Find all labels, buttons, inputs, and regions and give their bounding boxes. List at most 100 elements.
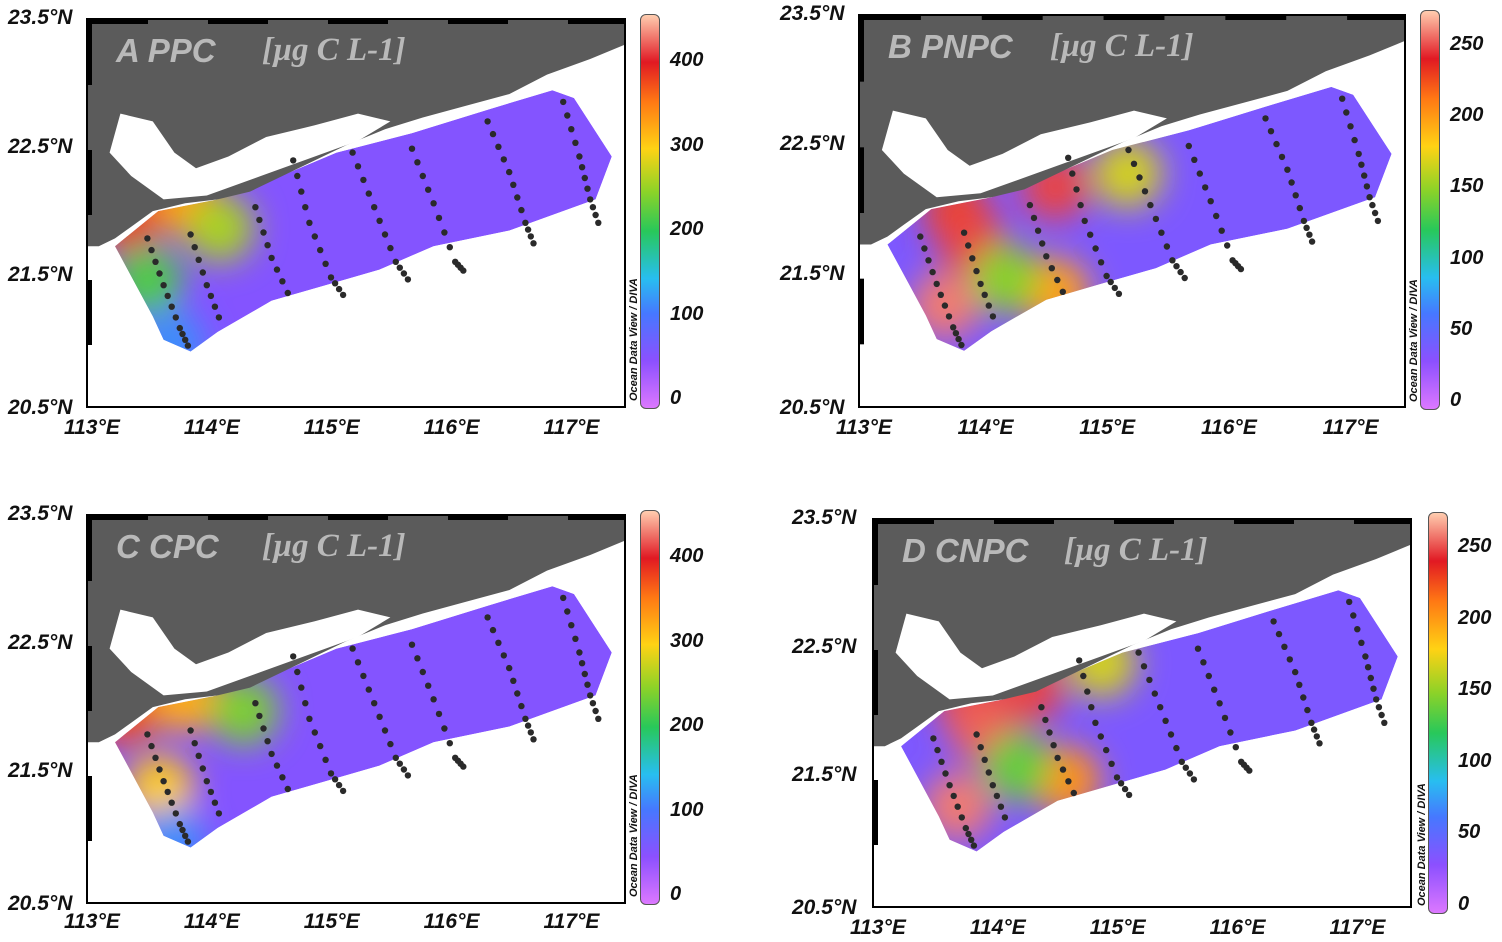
station-marker [568, 622, 575, 629]
station-marker [1191, 156, 1198, 163]
station-marker [144, 731, 151, 738]
station-marker [1364, 664, 1372, 671]
station-marker [1185, 142, 1192, 150]
station-marker [506, 168, 513, 176]
station-marker [408, 641, 416, 648]
station-marker [199, 269, 206, 276]
station-marker [1178, 758, 1185, 765]
station-marker [279, 278, 286, 285]
station-marker [396, 760, 403, 767]
station-marker [1158, 229, 1165, 236]
station-marker [1059, 766, 1067, 773]
station-marker [576, 649, 583, 656]
station-marker [1039, 240, 1046, 247]
concentration-hotspot [138, 311, 206, 352]
station-marker [581, 174, 588, 182]
station-marker [184, 342, 192, 349]
station-marker [446, 740, 453, 747]
station-marker [1296, 681, 1303, 688]
station-marker [441, 725, 448, 732]
station-marker [1169, 257, 1176, 264]
station-marker [1308, 238, 1316, 245]
station-marker [365, 686, 372, 693]
station-marker [1308, 719, 1315, 726]
lon-label: 116°E [1209, 916, 1266, 939]
colorbar-tick-label: 100 [670, 302, 704, 325]
station-marker [1303, 224, 1310, 231]
colorbar-tick-label: 150 [1458, 678, 1492, 701]
station-marker [524, 226, 532, 233]
station-marker [1097, 259, 1105, 266]
station-marker [934, 746, 941, 754]
station-marker [203, 778, 210, 785]
station-marker [564, 112, 571, 119]
station-marker [1107, 278, 1114, 286]
station-marker [400, 270, 408, 277]
station-marker [592, 707, 599, 715]
station-marker [510, 677, 517, 684]
estuary-water [895, 613, 1177, 700]
lon-label: 115°E [303, 416, 360, 439]
colorbar [1428, 512, 1448, 914]
station-marker [1237, 265, 1245, 273]
station-marker [1117, 780, 1125, 787]
station-marker [1043, 253, 1050, 260]
odv-credit: Ocean Data View / DIVA [628, 774, 640, 897]
station-marker [1354, 626, 1361, 633]
station-marker [495, 639, 502, 646]
colorbar-tick-label: 100 [1458, 749, 1492, 772]
station-marker [1163, 243, 1171, 250]
estuary-water [109, 609, 391, 696]
colorbar-tick-label: 50 [1458, 821, 1481, 844]
station-marker [203, 282, 210, 289]
estuary-water [109, 113, 391, 200]
station-marker [489, 130, 497, 138]
station-marker [1351, 136, 1358, 144]
station-marker [970, 842, 978, 849]
station-marker [572, 139, 579, 146]
station-marker [199, 765, 206, 772]
station-marker [260, 725, 267, 732]
colorbar-tick-label: 150 [1450, 175, 1484, 198]
station-marker [560, 98, 567, 106]
colorbar [640, 14, 660, 409]
station-marker [195, 256, 202, 263]
station-marker [1378, 711, 1385, 719]
unit-label: [µg C L-1] [1050, 28, 1194, 64]
station-marker [339, 787, 347, 795]
concentration-hotspot [138, 807, 206, 848]
station-marker [929, 268, 936, 276]
station-marker [441, 229, 448, 236]
station-marker [589, 204, 597, 211]
station-marker [273, 762, 281, 769]
station-marker [317, 246, 324, 254]
station-marker [387, 244, 394, 252]
station-marker [1373, 696, 1380, 703]
station-marker [302, 700, 309, 707]
colorbar-tick-label: 0 [670, 387, 682, 409]
station-marker [252, 700, 259, 707]
station-marker [400, 766, 408, 773]
map-frame [86, 18, 626, 408]
lon-label: 117°E [543, 416, 600, 439]
colorbar-tick-label: 400 [670, 545, 704, 567]
station-marker [1358, 161, 1365, 168]
colorbar-tick-label: 300 [670, 133, 704, 156]
station-marker [958, 341, 965, 349]
station-marker [354, 659, 362, 666]
station-marker [1077, 201, 1084, 209]
station-marker [1092, 719, 1099, 726]
station-marker [1313, 733, 1320, 740]
station-marker [584, 185, 591, 192]
station-marker [392, 754, 399, 761]
station-marker [1343, 109, 1350, 116]
lon-label: 116°E [423, 416, 480, 439]
station-marker [930, 735, 937, 742]
lat-label: 20.5°N [792, 896, 857, 919]
station-marker [942, 770, 949, 777]
station-marker [925, 257, 932, 264]
station-marker [1181, 274, 1188, 282]
station-marker [1361, 172, 1368, 179]
odv-credit: Ocean Data View / DIVA [1408, 279, 1420, 402]
unit-label: [µg C L-1] [262, 528, 406, 564]
